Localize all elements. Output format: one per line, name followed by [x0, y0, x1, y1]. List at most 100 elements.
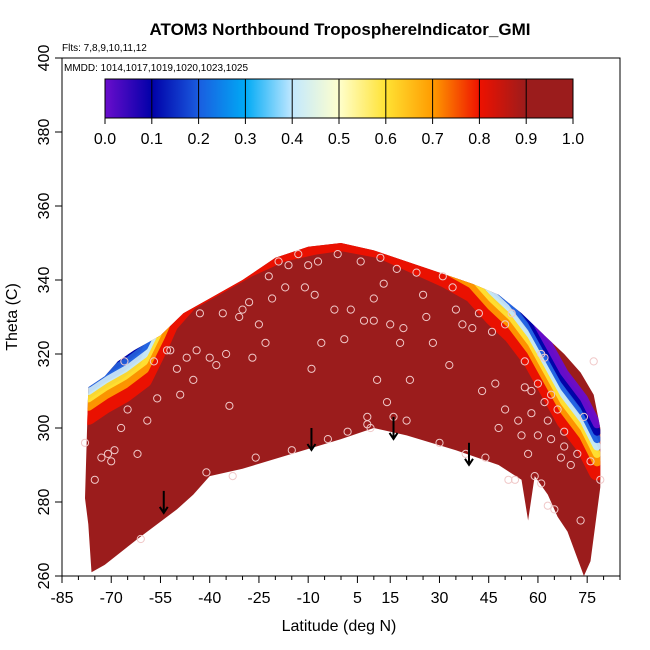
y-axis: 260 280 300 320 340 360 380 400: [36, 45, 62, 590]
data-point: [346, 305, 355, 314]
data-point: [507, 309, 516, 318]
data-point: [524, 449, 533, 458]
data-point: [97, 453, 106, 462]
data-point: [576, 516, 585, 525]
data-point: [504, 475, 513, 484]
data-point: [396, 338, 405, 347]
colorbar-tick-label: 0.0: [94, 131, 116, 148]
data-point: [189, 375, 198, 384]
data-point: [556, 453, 566, 462]
y-tick-label: 300: [36, 415, 53, 442]
y-tick-label: 400: [36, 45, 53, 72]
data-point: [501, 405, 510, 414]
data-point: [422, 312, 431, 322]
data-point: [281, 283, 290, 292]
data-point: [487, 327, 497, 336]
data-point: [405, 375, 414, 384]
data-point: [412, 268, 421, 277]
data-point: [468, 324, 477, 333]
colorbar-segment: [292, 79, 340, 118]
data-point: [458, 320, 467, 329]
data-point: [248, 353, 257, 362]
colorbar-tick-label: 0.5: [328, 131, 350, 148]
y-tick-label: 280: [36, 489, 53, 516]
colorbar-segment: [432, 79, 480, 118]
data-point: [448, 283, 457, 292]
colorbar-tick-label: 0.1: [141, 131, 163, 148]
data-point: [517, 431, 526, 440]
data-point: [192, 346, 201, 355]
data-point: [543, 501, 552, 510]
x-tick-label: -25: [247, 590, 270, 607]
data-point: [110, 446, 119, 455]
tropopause-arrow: [306, 428, 317, 452]
data-point: [438, 272, 447, 281]
data-point: [419, 290, 428, 299]
x-tick-label: 30: [431, 590, 449, 607]
dates-annotation: MMDD: 1014,1017,1019,1020,1023,1025: [64, 63, 248, 74]
data-point: [533, 379, 543, 388]
colorbar-tick-label: 0.9: [515, 131, 537, 148]
data-point: [235, 312, 244, 322]
data-point: [491, 379, 500, 388]
x-axis: -85 -70 -55 -40 -25 -10 5 15 30 45 60 75: [50, 576, 621, 607]
data-point: [533, 431, 543, 440]
data-point: [340, 335, 349, 344]
data-point: [547, 390, 556, 399]
y-tick-label: 260: [36, 563, 53, 590]
x-tick-label: 15: [381, 590, 399, 607]
data-point: [550, 505, 559, 514]
data-point: [287, 446, 296, 455]
chart-title: ATOM3 Northbound TroposphereIndicator_GM…: [150, 20, 531, 39]
data-point: [481, 453, 490, 462]
data-point: [162, 346, 172, 355]
measurement-points: [80, 250, 605, 544]
data-point: [376, 253, 385, 262]
data-point: [366, 423, 375, 433]
data-point: [245, 298, 254, 307]
data-point: [369, 316, 378, 325]
colorbar-segment: [385, 79, 434, 118]
data-point: [369, 294, 378, 303]
colorbar-segment: [245, 79, 293, 118]
troposphere-region: [85, 243, 601, 576]
data-point: [310, 290, 319, 299]
y-tick-label: 360: [36, 193, 53, 220]
data-point: [268, 294, 277, 303]
data-point: [136, 534, 145, 544]
colorbar-segment: [151, 79, 200, 118]
data-point: [445, 361, 454, 370]
y-tick-label: 380: [36, 119, 53, 146]
data-point: [373, 375, 382, 384]
data-point: [149, 357, 158, 366]
data-point: [543, 416, 552, 425]
data-point: [540, 353, 549, 362]
data-point: [117, 423, 126, 433]
data-point: [560, 442, 569, 451]
data-point: [195, 309, 204, 318]
y-axis-label: Theta (C): [4, 283, 21, 351]
data-point: [166, 346, 175, 355]
data-point: [238, 305, 247, 314]
data-point: [566, 460, 575, 470]
data-point: [359, 316, 369, 325]
data-point: [537, 479, 546, 488]
data-point: [540, 398, 549, 407]
colorbar-tick-label: 1.0: [562, 131, 584, 148]
data-point: [494, 423, 503, 433]
colorbar-segment: [339, 79, 387, 118]
data-point: [343, 427, 352, 436]
data-point: [589, 357, 598, 366]
data-point: [333, 250, 342, 259]
colorbar-segment: [526, 79, 574, 118]
colorbar-segment: [479, 79, 527, 118]
x-tick-label: 75: [578, 590, 596, 607]
data-point: [103, 449, 113, 458]
data-point: [579, 412, 589, 421]
x-tick-label: 5: [353, 590, 362, 607]
plot-area: [80, 243, 605, 576]
colorbar-tick-label: 0.8: [468, 131, 490, 148]
data-point: [225, 401, 234, 410]
data-point: [596, 475, 605, 484]
data-point: [428, 338, 437, 347]
